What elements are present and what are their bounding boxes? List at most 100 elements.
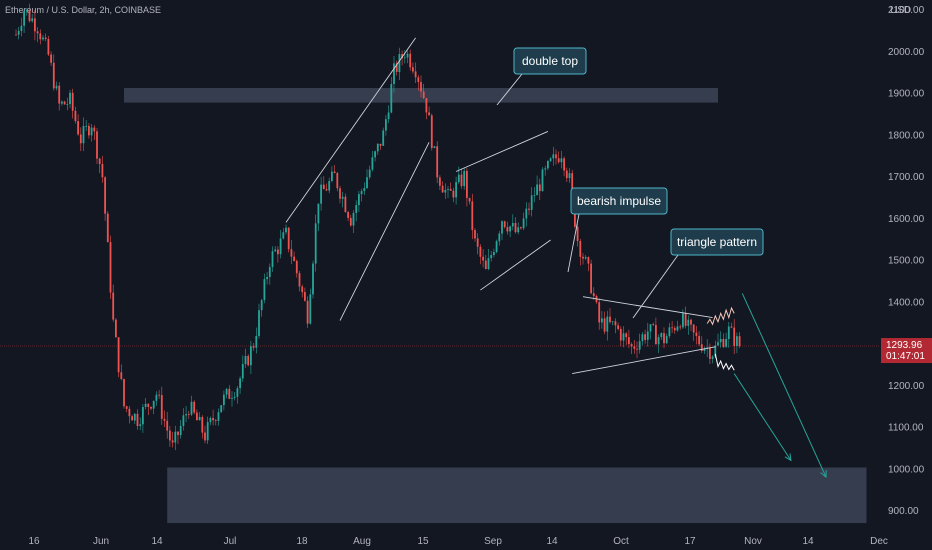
candle-body [449, 188, 452, 191]
x-tick-12: 14 [802, 536, 814, 547]
candle-body [69, 92, 71, 105]
candle-body [152, 400, 155, 409]
candle-body [123, 379, 125, 407]
candle-body [282, 232, 285, 239]
candle-body [34, 18, 36, 32]
x-tick-13: Dec [870, 536, 888, 547]
candle-body [657, 337, 660, 345]
candle-body [506, 227, 509, 232]
channel-lower-line [339, 142, 430, 321]
candle-body [96, 131, 98, 159]
x-tick-4: 18 [296, 536, 308, 547]
candle-body [682, 313, 684, 328]
candle-body [727, 326, 730, 339]
candle-body [163, 418, 166, 421]
candle-body [79, 134, 82, 144]
y-tick-10: 1100.00 [888, 423, 924, 434]
candle-body [412, 67, 414, 72]
y-tick-7: 1400.00 [888, 297, 925, 308]
candle-body [355, 205, 358, 213]
candle-body [403, 57, 406, 59]
candle-body [20, 25, 23, 32]
candle-body [171, 440, 174, 443]
callout-label-1: bearish impulse [577, 194, 661, 208]
candle-body [266, 277, 268, 280]
candle-body [617, 325, 619, 329]
candle-body [579, 241, 582, 257]
candle-body [204, 432, 206, 441]
candle-body [193, 401, 196, 413]
candle-body [268, 267, 271, 278]
candle-body [52, 62, 55, 89]
candle-body [663, 333, 665, 344]
candle-body [636, 348, 638, 350]
candle-body [17, 31, 20, 35]
candle-body [333, 171, 336, 174]
candle-body [676, 326, 679, 331]
callout-pointer-1 [567, 213, 580, 273]
candle-body [214, 420, 217, 422]
candle-body [42, 37, 44, 40]
candle-body [104, 177, 106, 214]
candle-body [331, 171, 333, 182]
candle-body [233, 396, 236, 398]
time-axis[interactable]: 16 Jun 14 Jul 18 Aug 15 Sep 14 Oct 17 Nov 14 Dec [28, 536, 887, 547]
candle-body [414, 71, 417, 78]
candle-body [568, 173, 571, 179]
candle-body [584, 257, 587, 259]
candle-body [382, 130, 385, 146]
x-tick-10: 17 [684, 536, 696, 547]
candle-body [468, 197, 471, 202]
candle-body [301, 286, 304, 293]
callout-pointer-2 [632, 254, 679, 319]
candle-body [406, 53, 409, 58]
candle-body [733, 327, 736, 346]
candle-body [522, 218, 525, 229]
candle-body [368, 169, 371, 178]
candle-body [31, 18, 34, 22]
callout-box-0 [513, 47, 587, 75]
candle-body [263, 279, 266, 301]
candle-body [622, 333, 625, 341]
candle-body [182, 415, 185, 426]
candle-body [36, 31, 39, 34]
candle-body [422, 91, 425, 99]
candle-body [714, 345, 717, 357]
candle-body [530, 195, 533, 210]
candle-body [44, 37, 47, 39]
candle-body [50, 54, 52, 63]
candle-body [358, 194, 360, 206]
candle-body [341, 196, 344, 199]
flag-lower-line [480, 239, 551, 291]
candle-body [592, 293, 595, 297]
candle-body [628, 337, 630, 345]
candle-body [225, 388, 228, 395]
candle-body [498, 233, 501, 242]
candle-body [147, 403, 150, 407]
candle-body [241, 364, 244, 379]
last-price-tag [881, 338, 932, 364]
candle-body [606, 316, 609, 332]
candle-body [320, 184, 322, 204]
candle-body [441, 185, 444, 193]
candle-body [490, 255, 493, 259]
x-tick-5: Aug [353, 536, 371, 547]
candle-body [201, 416, 204, 433]
candle-body [565, 170, 568, 179]
triangle-upper-line [582, 296, 713, 319]
candle-body [447, 188, 449, 190]
candle-body [39, 33, 42, 40]
candle-body [371, 157, 374, 170]
candle-body [231, 397, 233, 399]
candle-body [174, 431, 177, 443]
candle-body [112, 292, 115, 320]
candle-body [503, 221, 506, 228]
candle-body [425, 98, 428, 113]
candle-body [158, 394, 160, 396]
candlesticks [0, 3, 880, 451]
candle-body [309, 294, 312, 324]
candle-body [198, 416, 201, 421]
supply-demand-zones [124, 87, 867, 524]
